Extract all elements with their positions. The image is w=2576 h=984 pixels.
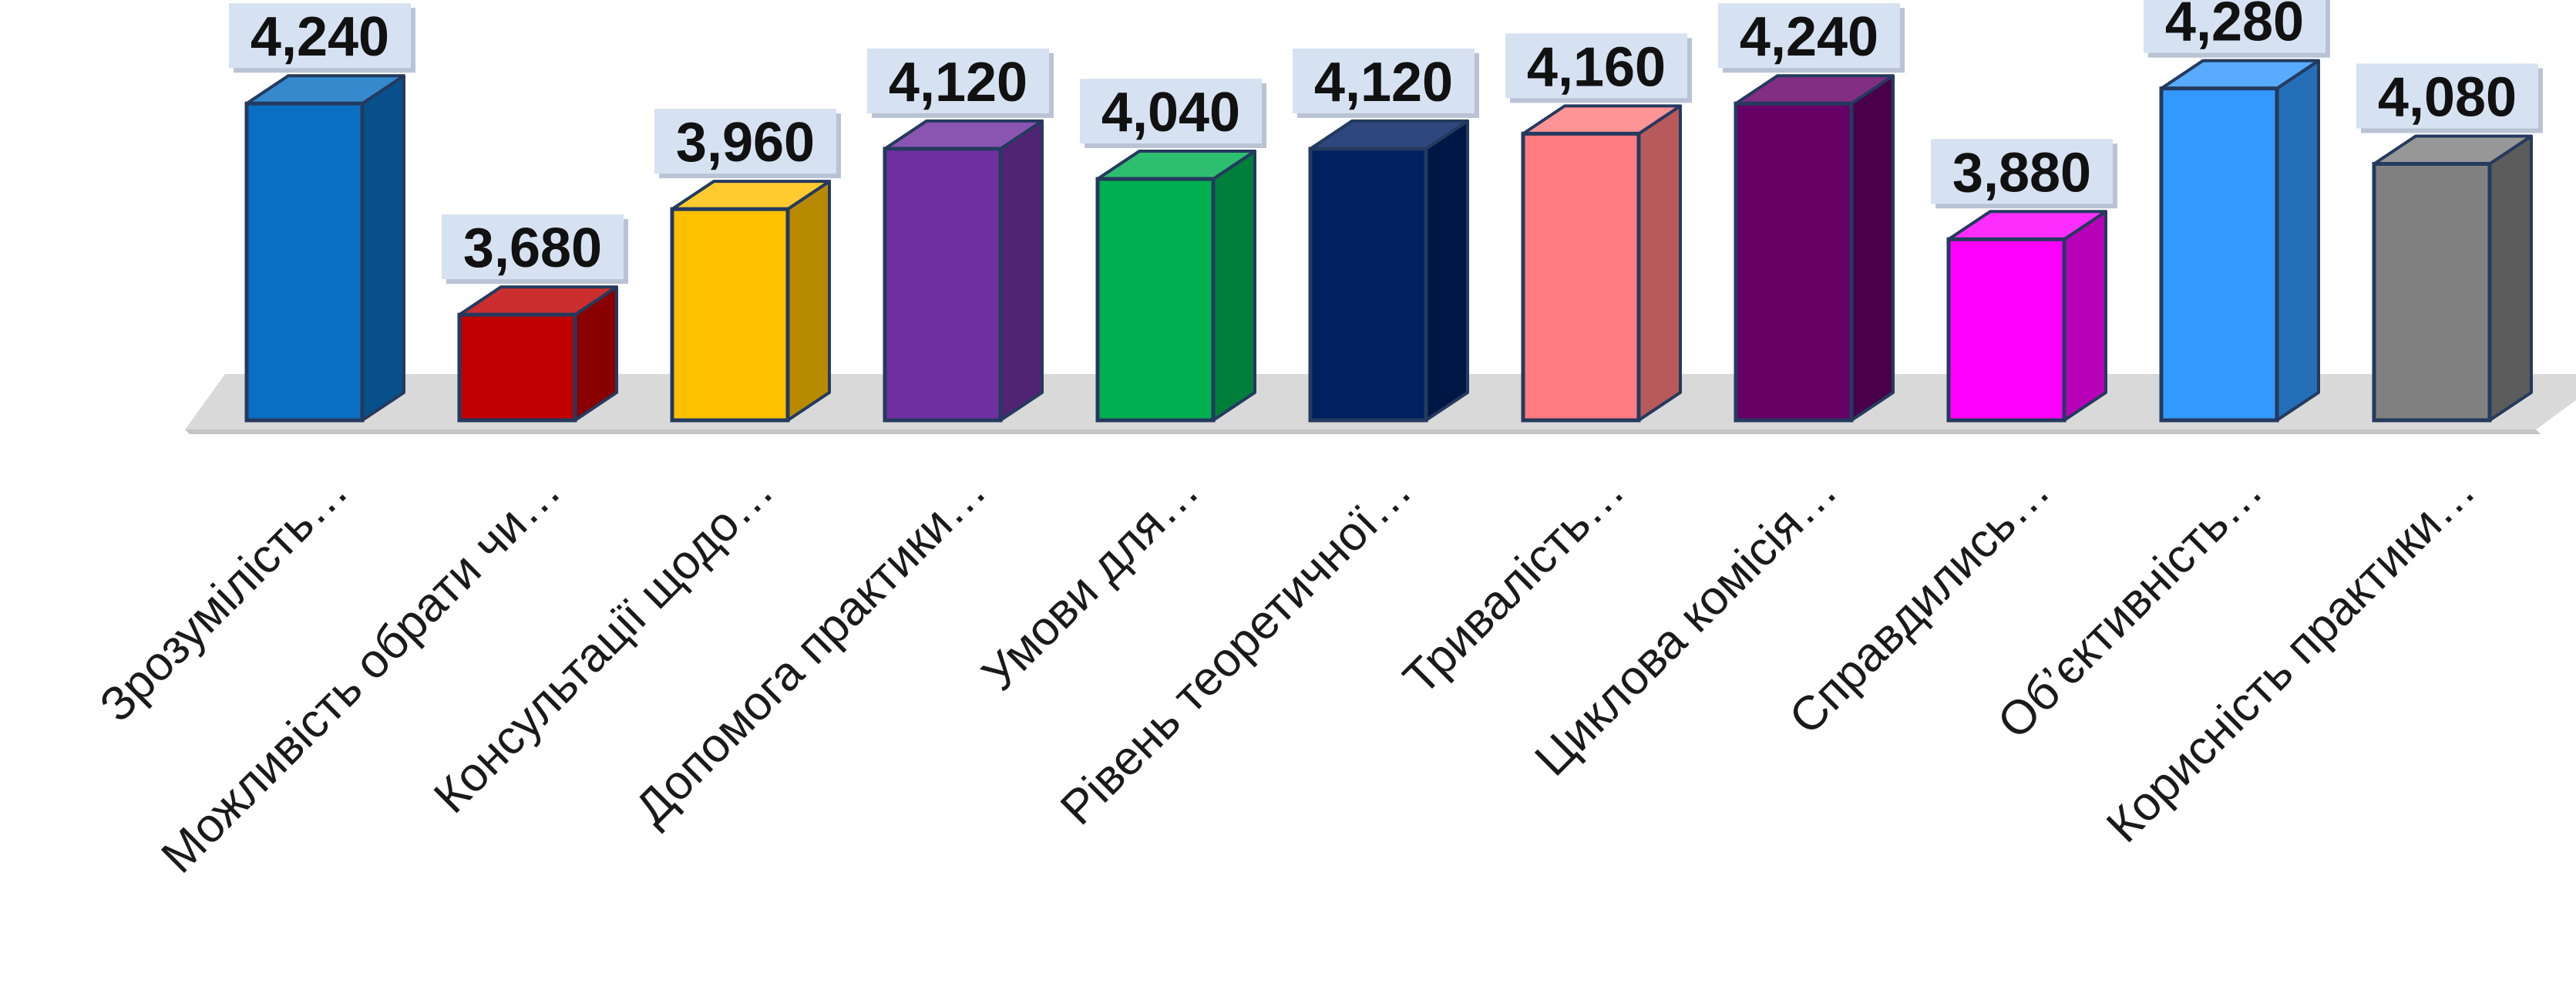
bar-side-face bbox=[999, 119, 1044, 422]
data-label-box bbox=[442, 214, 624, 280]
data-label-9: 3,880 bbox=[1931, 139, 2117, 209]
data-label-text: 3,880 bbox=[1952, 142, 2091, 204]
data-label-text: 3,960 bbox=[676, 112, 815, 174]
bar-8 bbox=[1734, 74, 1895, 423]
bar-front-face bbox=[457, 312, 577, 423]
data-label-text: 4,240 bbox=[1740, 6, 1878, 68]
bar-2 bbox=[457, 285, 618, 423]
data-label-box bbox=[1505, 33, 1687, 99]
data-label-box bbox=[1080, 79, 1262, 144]
bar-4 bbox=[883, 119, 1044, 423]
x-tick-label-5: Умови для… bbox=[972, 463, 1209, 701]
data-label-text: 4,160 bbox=[1527, 36, 1666, 98]
x-tick-label-4: Допомога практики… bbox=[625, 463, 997, 835]
bar-9 bbox=[1946, 210, 2107, 423]
bar-front-face bbox=[2372, 161, 2492, 423]
data-label-2: 3,680 bbox=[442, 214, 628, 285]
bar-side-face bbox=[361, 74, 405, 422]
data-label-text: 4,120 bbox=[1314, 52, 1453, 113]
data-label-4: 4,120 bbox=[867, 48, 1054, 118]
data-label-box bbox=[229, 3, 411, 69]
x-tick-label-6: Рівень теоретичної… bbox=[1051, 463, 1422, 835]
bar-3 bbox=[670, 180, 831, 423]
floor-edge bbox=[185, 430, 2541, 434]
bar-front-face bbox=[1734, 101, 1854, 423]
bar-7 bbox=[1521, 104, 1682, 423]
bar-11 bbox=[2372, 134, 2533, 423]
bar-side-face bbox=[786, 180, 831, 422]
bar-front-face bbox=[1521, 131, 1641, 423]
bars-group bbox=[244, 59, 2533, 423]
data-label-box bbox=[2144, 0, 2325, 53]
bar-side-face bbox=[1424, 119, 1469, 422]
data-label-text: 4,240 bbox=[251, 6, 389, 68]
data-label-box bbox=[1718, 3, 1900, 69]
x-tick-label-2: Можливість обрати чи… bbox=[152, 463, 571, 883]
x-tick-label-3: Консультації щодо… bbox=[424, 463, 784, 824]
data-label-box bbox=[867, 48, 1049, 113]
value-labels-group: 4,240 3,680 3,960 4,120 4,040 4,120 4,160 4,240… bbox=[229, 0, 2543, 285]
data-label-10: 4,280 bbox=[2144, 0, 2330, 58]
data-label-7: 4,160 bbox=[1505, 33, 1692, 103]
data-label-box bbox=[654, 109, 836, 174]
bar-side-face bbox=[1850, 74, 1895, 422]
data-label-8: 4,240 bbox=[1718, 3, 1905, 73]
data-label-text: 4,080 bbox=[2378, 66, 2517, 128]
bar-front-face bbox=[670, 207, 790, 423]
bar-front-face bbox=[244, 101, 365, 423]
data-label-text: 3,680 bbox=[463, 217, 602, 279]
bar-side-face bbox=[1212, 150, 1256, 422]
bar-side-face bbox=[1637, 104, 1682, 422]
category-labels-group: Зрозумілість…Можливість обрати чи…Консул… bbox=[89, 463, 2485, 883]
bar-front-face bbox=[2159, 86, 2279, 423]
data-label-5: 4,040 bbox=[1080, 79, 1266, 149]
x-tick-label-11: Корисність практики… bbox=[2097, 463, 2486, 853]
bar-front-face bbox=[883, 147, 1003, 423]
data-label-text: 4,120 bbox=[889, 52, 1027, 113]
bar-1 bbox=[244, 74, 405, 423]
bar-side-face bbox=[2488, 134, 2533, 422]
bar-front-face bbox=[1095, 177, 1216, 423]
bar-side-face bbox=[2063, 210, 2107, 422]
data-label-6: 4,120 bbox=[1293, 48, 1479, 118]
bar-front-face bbox=[1308, 147, 1428, 423]
data-label-1: 4,240 bbox=[229, 3, 415, 73]
data-label-11: 4,080 bbox=[2356, 63, 2543, 133]
bar-side-face bbox=[2275, 59, 2320, 422]
bar-10 bbox=[2159, 59, 2320, 423]
bar-front-face bbox=[1946, 237, 2067, 423]
data-label-3: 3,960 bbox=[654, 109, 841, 179]
data-label-text: 4,280 bbox=[2165, 0, 2304, 53]
data-label-text: 4,040 bbox=[1101, 82, 1240, 143]
data-label-box bbox=[2356, 63, 2538, 129]
x-tick-label-7: Тривалість… bbox=[1394, 463, 1635, 705]
data-label-box bbox=[1293, 48, 1475, 113]
bar-5 bbox=[1095, 150, 1256, 423]
data-label-box bbox=[1931, 139, 2113, 204]
bar-6 bbox=[1308, 119, 1469, 423]
